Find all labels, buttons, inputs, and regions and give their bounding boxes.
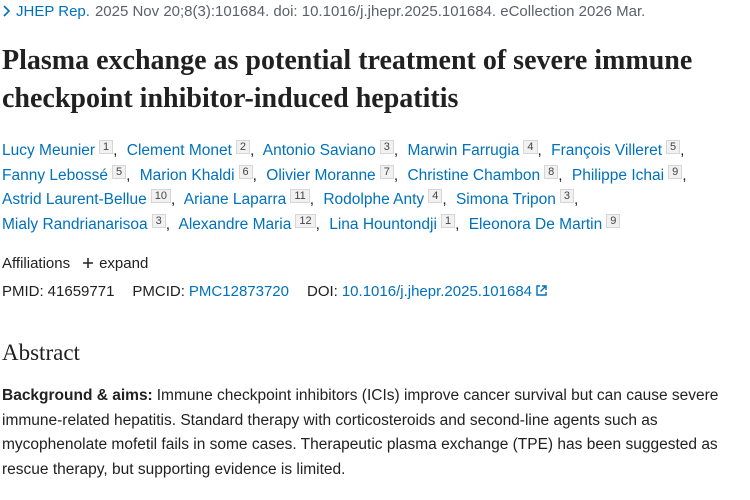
separator: , (442, 191, 447, 209)
affiliation-number: 10 (150, 189, 171, 204)
author-link[interactable]: Alexandre Maria (178, 216, 292, 234)
doi-text: 10.1016/j.jhepr.2025.101684 (341, 283, 533, 300)
affiliations-label: Affiliations (2, 255, 71, 272)
article-title: Plasma exchange as potential treatment o… (2, 45, 693, 114)
abstract-label: Background & aims: (2, 387, 153, 404)
affiliation-number: 9 (606, 214, 621, 229)
affiliation-number: 4 (523, 140, 538, 154)
author: Simona Tripon 3, (455, 189, 583, 209)
author-link[interactable]: Lina Hountondji (329, 216, 437, 234)
author-link[interactable]: Astrid Laurent-Bellue (2, 191, 147, 209)
author-link[interactable]: Ariane Laparra (183, 191, 287, 209)
citation: JHEP Rep. 2025 Nov 20;8(3):101684. doi: 1… (2, 3, 645, 20)
author: Eleonora De Martin 9 (468, 214, 621, 234)
separator: , (537, 142, 542, 159)
separator: , (558, 166, 563, 184)
author-link[interactable]: Mialy Randrianarisoa (2, 216, 148, 234)
affiliation-number: 11 (290, 189, 310, 204)
author: Christine Chambon 8, (407, 164, 567, 184)
affiliation-number: 8 (544, 164, 559, 179)
affiliation-number: 3 (151, 214, 166, 229)
author-link[interactable]: Fanny Lebossé (2, 166, 108, 184)
journal-link[interactable]: JHEP Rep. (16, 3, 90, 20)
author-link[interactable]: Lucy Meunier (2, 142, 96, 159)
doi-link[interactable]: 10.1016/j.jhepr.2025.101684 (342, 283, 548, 300)
affiliations: Affiliations expand (2, 255, 148, 272)
abstract-paragraph: Background & aims: Immune checkpoint inhi… (2, 384, 750, 482)
author-link[interactable]: Clement Monet (126, 142, 232, 159)
abstract-heading: Abstract (2, 340, 80, 365)
affiliation-number: 3 (559, 189, 575, 204)
author: Rodolphe Anty 4, (323, 189, 451, 209)
separator: , (574, 191, 579, 209)
affiliation-number: 1 (440, 214, 456, 229)
pmid: 41659771 (47, 283, 115, 300)
separator: , (126, 166, 131, 184)
abstract-text: Immune checkpoint inhibitors (ICIs) impr… (2, 387, 719, 478)
author: Astrid Laurent-Bellue 10, (2, 189, 180, 209)
author: Philippe Ichai 9, (571, 164, 692, 184)
author: Ariane Laparra 11, (183, 189, 319, 209)
author-link[interactable]: Olivier Moranne (266, 166, 376, 184)
affiliation-number: 6 (238, 164, 253, 179)
author-link[interactable]: Marwin Farrugia (407, 142, 520, 159)
separator: , (171, 191, 176, 209)
affiliation-number: 4 (428, 189, 443, 204)
author-list: Lucy Meunier 1, Clement Monet 2, Antonio S… (2, 139, 750, 238)
pmid-label: PMID: (2, 283, 44, 300)
chevron-icon (3, 5, 11, 17)
author-link[interactable]: Philippe Ichai (571, 166, 665, 184)
separator: , (309, 191, 315, 209)
separator: , (113, 142, 118, 159)
separator: , (393, 166, 399, 184)
pmcid-link[interactable]: PMC12873720 (188, 283, 289, 300)
author: Marwin Farrugia 4, (407, 140, 546, 159)
author: Marion Khaldi 6, (139, 164, 262, 184)
author-link[interactable]: Rodolphe Anty (323, 191, 425, 209)
separator: , (455, 216, 460, 234)
author: Lucy Meunier 1, (2, 140, 122, 159)
separator: , (165, 216, 171, 234)
affiliation-number: 5 (666, 140, 681, 154)
author-link[interactable]: Marion Khaldi (139, 166, 235, 184)
author-link[interactable]: Christine Chambon (407, 166, 541, 184)
author: Clement Monet 2, (126, 140, 260, 159)
affiliation-number: 9 (668, 164, 683, 179)
author: Lina Hountondji 1, (329, 214, 464, 234)
expand-text: expand (99, 255, 149, 272)
affiliation-number: 2 (235, 140, 251, 154)
author-link[interactable]: Antonio Saviano (262, 142, 376, 159)
external-link-icon (536, 285, 547, 296)
separator: , (680, 142, 685, 159)
author-link[interactable]: François Villeret (551, 142, 663, 159)
author: Olivier Moranne 7, (266, 164, 403, 184)
author: Alexandre Maria 12, (178, 214, 324, 234)
affiliation-number: 12 (295, 214, 316, 229)
affiliation-number: 3 (379, 140, 394, 154)
author: Antonio Saviano 3, (262, 140, 403, 159)
author-link[interactable]: Simona Tripon (455, 191, 556, 209)
separator: , (393, 142, 399, 159)
affiliation-number: 5 (112, 164, 127, 179)
expand-toggle[interactable]: expand (82, 255, 148, 272)
author: Fanny Lebossé 5, (2, 164, 135, 184)
identifiers: PMID: 41659771 PMCID: PMC12873720 DOI: 10.101… (2, 283, 548, 300)
pmcid-label: PMCID: (132, 283, 185, 300)
separator: , (250, 142, 255, 159)
author-link[interactable]: Eleonora De Martin (468, 216, 603, 234)
plus-icon (83, 258, 94, 268)
affiliation-number: 1 (99, 140, 114, 154)
citation-details: 2025 Nov 20;8(3):101684. doi: 10.1016/j.… (94, 3, 646, 20)
separator: , (682, 166, 687, 184)
separator: , (252, 166, 257, 184)
affiliation-number: 7 (379, 164, 394, 179)
author: Mialy Randrianarisoa 3, (2, 214, 175, 234)
author: François Villeret 5, (551, 140, 689, 159)
doi-label: DOI: (307, 283, 338, 300)
separator: , (315, 216, 320, 234)
